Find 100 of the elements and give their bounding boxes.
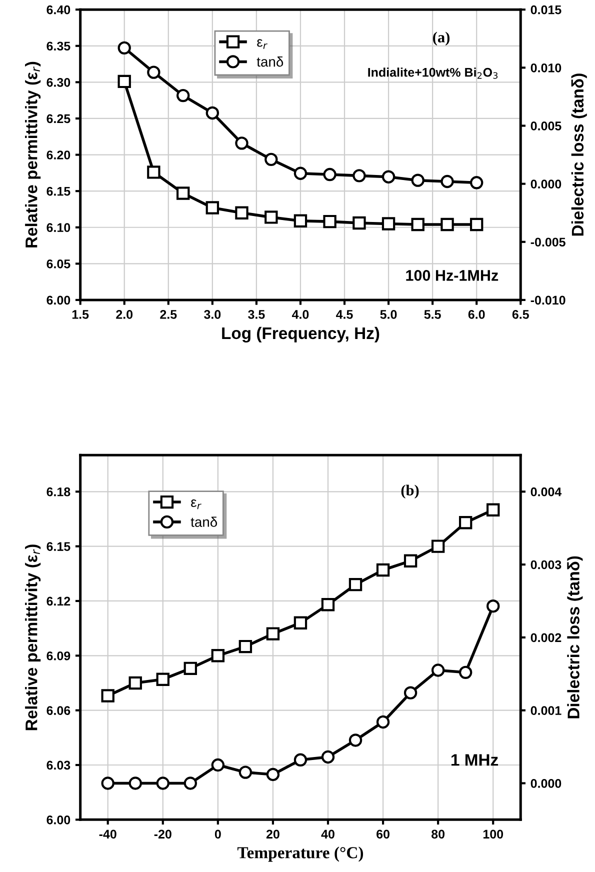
y-tick-label: 6.09 — [46, 651, 70, 660]
point — [294, 753, 308, 767]
y2-tick-label: -0.010 — [530, 296, 566, 305]
point — [352, 216, 366, 230]
x-axis-title: Temperature (°C) — [237, 846, 364, 862]
y2-tick-label: -0.005 — [530, 238, 566, 247]
x-tick-label: 40 — [321, 830, 334, 839]
point — [348, 734, 362, 747]
point — [101, 776, 114, 790]
point — [376, 715, 390, 729]
y2-axis-title: Dielectric loss (tanδ) — [567, 556, 583, 718]
point — [266, 627, 280, 640]
y2-tick-label: 0.000 — [530, 779, 562, 788]
y-tick-label: 6.00 — [46, 296, 70, 305]
point — [470, 218, 484, 232]
x-tick-label: 100 — [483, 830, 504, 839]
point — [118, 74, 131, 88]
point — [440, 218, 454, 232]
x-tick-label: 0 — [214, 830, 221, 839]
point — [404, 554, 418, 568]
x-tick-label: 3.5 — [248, 310, 265, 319]
point — [440, 174, 454, 188]
y-tick-label: 6.35 — [46, 42, 70, 51]
point — [294, 166, 308, 180]
point — [184, 776, 197, 790]
point — [238, 640, 252, 654]
point — [376, 563, 390, 577]
y-axis-title: Relative permittivity (ε$_{r}$) — [25, 544, 41, 730]
point — [382, 217, 396, 230]
annotation: (b) — [401, 484, 419, 499]
point — [294, 616, 308, 630]
point — [156, 776, 170, 790]
point — [184, 662, 197, 676]
point — [323, 168, 336, 182]
point — [486, 599, 500, 613]
annotation: 1 MHz — [452, 754, 498, 766]
y-tick-label: 6.25 — [46, 114, 70, 124]
x-tick-label: 4.0 — [292, 310, 309, 319]
point — [382, 170, 396, 184]
point — [323, 214, 336, 228]
y2-tick-label: 0.001 — [530, 706, 562, 715]
annotation: 100 Hz-1MHz — [406, 270, 498, 281]
y-tick-label: 6.03 — [46, 760, 70, 770]
point — [486, 503, 500, 516]
point — [411, 174, 424, 187]
point — [264, 210, 278, 224]
point — [206, 106, 220, 120]
y-tick-label: 6.18 — [46, 487, 70, 496]
y2-tick-label: 0.003 — [530, 560, 562, 570]
point — [206, 201, 220, 214]
point — [352, 169, 366, 182]
x-tick-label: 5.0 — [380, 310, 397, 319]
y-tick-label: 6.10 — [46, 223, 70, 232]
point — [404, 686, 418, 700]
legend-label: ε$_{r}$ — [191, 499, 202, 510]
point — [411, 218, 424, 232]
x-tick-label: 6.0 — [468, 310, 485, 319]
x-tick-label: 80 — [432, 830, 445, 839]
y-tick-label: 6.30 — [46, 78, 70, 87]
legend-label: ε$_{r}$ — [257, 39, 268, 49]
y2-tick-label: 0.010 — [530, 63, 562, 72]
y2-tick-label: 0.015 — [530, 5, 562, 14]
point — [431, 540, 445, 553]
point — [321, 750, 335, 764]
x-tick-label: -40 — [99, 830, 116, 839]
legend-label: tanδ — [190, 516, 218, 527]
point — [294, 214, 308, 228]
point — [458, 666, 472, 680]
point — [118, 41, 131, 55]
y-tick-label: 6.20 — [46, 150, 70, 160]
y-tick-label: 6.15 — [46, 186, 70, 196]
x-tick-label: 20 — [266, 830, 280, 839]
point — [348, 578, 362, 592]
point — [458, 516, 472, 530]
y-tick-label: 6.00 — [46, 815, 70, 824]
y2-tick-label: 0.000 — [530, 180, 562, 188]
x-tick-label: 4.5 — [336, 310, 353, 319]
point — [147, 66, 160, 79]
point — [264, 152, 278, 166]
annotation: (a) — [433, 32, 450, 46]
x-tick-label: 60 — [376, 830, 390, 839]
point — [156, 672, 170, 686]
y-axis-title: Relative permittivity (ε$_{r}$) — [25, 62, 41, 248]
point — [128, 676, 142, 690]
x-tick-label: 5.5 — [424, 310, 441, 319]
x-tick-label: 2.0 — [116, 310, 133, 319]
x-axis-title: Log (Frequency, Hz) — [222, 326, 380, 343]
y-tick-label: 6.05 — [46, 259, 70, 268]
x-tick-label: 1.5 — [72, 310, 89, 319]
y-tick-label: 6.15 — [46, 542, 70, 551]
x-tick-label: 6.5 — [512, 310, 529, 319]
point — [147, 166, 160, 179]
point — [128, 776, 142, 790]
y2-axis-title: Dielectric loss (tanδ) — [571, 74, 587, 236]
point — [176, 186, 190, 200]
annotation: Indialite+10wt% Bi$_{2}$O$_{3}$ — [368, 68, 498, 79]
x-tick-label: 2.5 — [160, 310, 177, 319]
point — [238, 766, 252, 779]
y-tick-label: 6.12 — [46, 596, 70, 606]
y2-tick-label: 0.004 — [530, 487, 562, 496]
